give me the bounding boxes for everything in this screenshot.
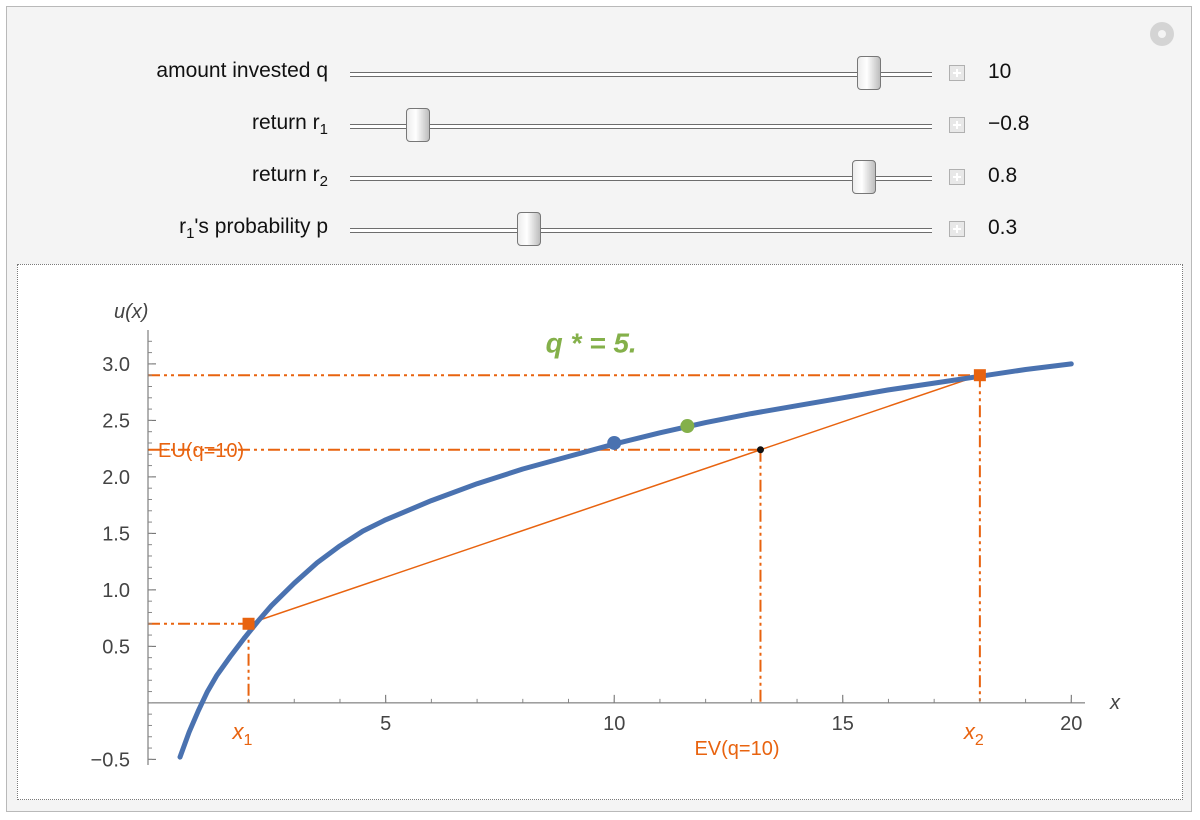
x-tick-label: 5 [380,713,391,735]
slider-q-track[interactable] [350,56,932,90]
slider-p-value: 0.3 [988,216,1018,239]
eu-label: EU(q=10) [158,440,244,462]
slider-q-thumb[interactable] [857,56,882,90]
x-axis-label: x [1109,692,1121,714]
x2-label-text: x [963,719,976,744]
control-label-q: amount invested q [156,58,328,84]
slider-r2-value: 0.8 [988,164,1018,187]
x1-label-subscript: 1 [244,732,253,749]
slider-p-expand-icon[interactable] [949,221,965,237]
slider-r2-track[interactable] [350,160,932,194]
x2-point [973,369,986,382]
slider-q-value: 10 [988,60,1012,83]
control-label-r2: return r2 [251,162,328,190]
slider-r1-track[interactable] [350,108,932,142]
slider-p-track[interactable] [350,212,932,246]
slider-r1-value: −0.8 [988,112,1030,135]
control-label-text: return r [251,163,320,186]
y-tick-label: 2.0 [102,467,130,489]
control-label-subscript: 2 [319,173,328,190]
control-label-suffix: 's probability p [194,215,328,238]
gear-icon[interactable] [1150,22,1174,46]
y-tick-label: −0.5 [91,749,130,771]
control-label-subscript: 1 [186,225,195,242]
ev-point [756,446,764,454]
x2-label-subscript: 2 [975,732,984,749]
x1-point [242,617,255,630]
plot-area [17,264,1183,800]
y-tick-label: 1.5 [102,523,130,545]
control-label-text: r [179,215,187,238]
ev-label: EV(q=10) [694,738,779,760]
x-tick-label: 20 [1060,713,1082,735]
x1-label-text: x [232,719,245,744]
slider-r1-thumb[interactable] [405,108,430,142]
slider-r2-expand-icon[interactable] [949,169,965,185]
y-tick-label: 0.5 [102,636,130,658]
slider-r1-expand-icon[interactable] [949,117,965,133]
optimal-q-label: q * = 5. [546,328,637,359]
chord-line [248,374,981,625]
control-label-text: amount invested q [156,59,328,82]
control-label-subscript: 1 [319,121,328,138]
control-label-text: return r [251,111,320,134]
x-tick-label: 10 [603,713,625,735]
y-axis-label: u(x) [114,301,148,323]
current-q-point [607,435,622,450]
y-tick-label: 1.0 [102,580,130,602]
slider-p-thumb[interactable] [517,212,542,246]
slider-r2-thumb[interactable] [852,160,877,194]
x-tick-label: 15 [832,713,854,735]
x1-label: x1 [232,719,253,749]
control-label-p: r1's probability p [179,214,328,242]
y-tick-label: 3.0 [102,354,130,376]
x2-label: x2 [963,719,984,749]
optimal-q-point [680,419,695,434]
control-label-r1: return r1 [251,110,328,138]
y-tick-label: 2.5 [102,410,130,432]
slider-q-expand-icon[interactable] [949,65,965,81]
utility-curve [177,361,1074,760]
